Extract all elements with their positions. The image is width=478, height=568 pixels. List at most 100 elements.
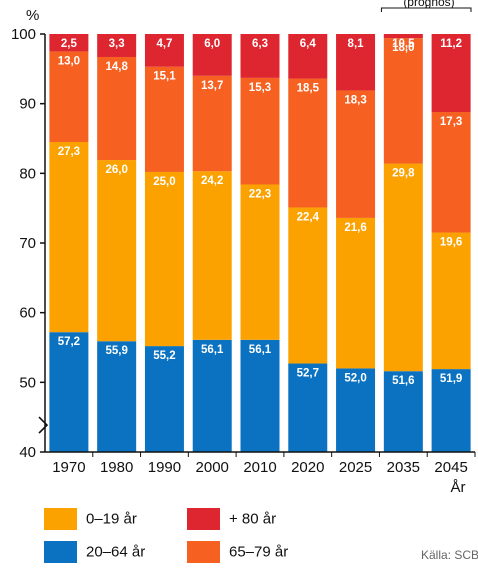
data-label-1990-0-19-r: 25,0 (153, 176, 175, 188)
bar-segment-2025-20-64-r (336, 368, 376, 452)
bar-segment-2010-65-79-r (240, 77, 280, 185)
projection-bracket (380, 5, 472, 12)
data-label-2010-80-r: 6,3 (252, 38, 268, 50)
data-label-2045-20-64-r: 51,9 (440, 373, 462, 385)
data-label-2025-0-19-r: 21,6 (344, 222, 366, 234)
projection-label: (prognos) (403, 0, 454, 9)
legend-swatch-65-79 (187, 541, 220, 563)
bar-segment-1970-0-19-r (49, 141, 89, 333)
bar-segment-1990-20-64-r (144, 346, 184, 452)
bar-segment-1990-0-19-r (144, 171, 184, 347)
x-tick-label-2000: 2000 (196, 459, 229, 476)
data-label-2010-20-64-r: 56,1 (249, 344, 272, 356)
x-tick-label-2045: 2045 (434, 459, 467, 476)
bar-segment-2000-65-79-r (192, 75, 232, 172)
bar-segment-1970-65-79-r (49, 51, 89, 142)
data-label-1970-80-r: 2,5 (61, 38, 78, 50)
bar-segment-1980-20-64-r (97, 341, 137, 452)
bar-segment-2045-65-79-r (431, 112, 471, 233)
data-label-2025-20-64-r: 52,0 (344, 372, 366, 384)
data-label-2035-80-r: 10,5 (392, 38, 415, 50)
legend-swatch-20-64 (44, 541, 77, 563)
bar-segment-2020-80-r (288, 34, 328, 79)
data-label-1970-20-64-r: 57,2 (58, 336, 80, 348)
source-note: Källa: SCB (421, 548, 478, 562)
data-label-1980-80-r: 3,3 (109, 38, 125, 50)
x-tick-label-2025: 2025 (339, 459, 372, 476)
axes-layer: 1970 1980 1990 2000 2010 2020 2025 2035 2045 40 50… (11, 5, 476, 476)
legend-item-65-79: 65–79 år (187, 541, 288, 563)
bar-segment-2045-20-64-r (431, 369, 471, 452)
legend-item-0-19: 0–19 år (44, 508, 137, 530)
y-tick-label-40: 40 (19, 444, 36, 461)
x-tick-label-2010: 2010 (243, 459, 276, 476)
data-label-2045-65-79-r: 17,3 (440, 116, 462, 128)
data-label-2000-65-79-r: 13,7 (201, 80, 223, 92)
data-label-1970-0-19-r: 27,3 (58, 146, 80, 158)
bar-segment-2010-80-r (240, 34, 280, 78)
data-label-1970-65-79-r: 13,0 (58, 55, 80, 67)
data-label-1980-20-64-r: 55,9 (105, 345, 127, 357)
data-label-2020-0-19-r: 22,4 (297, 211, 320, 223)
data-label-2020-65-79-r: 18,5 (297, 83, 320, 95)
x-tick-label-1970: 1970 (52, 459, 85, 476)
x-tick-label-1980: 1980 (100, 459, 133, 476)
data-label-2020-80-r: 6,4 (300, 38, 317, 50)
data-label-2025-65-79-r: 18,3 (344, 94, 366, 106)
bar-segment-2045-80-r (431, 34, 471, 113)
data-label-2035-0-19-r: 29,8 (392, 168, 415, 180)
data-label-2000-80-r: 6,0 (204, 38, 220, 50)
bar-segment-2045-0-19-r (431, 232, 471, 370)
bar-segment-1990-65-79-r (144, 66, 184, 172)
legend-swatch-80plus (187, 508, 220, 530)
y-tick-label-50: 50 (19, 374, 36, 391)
data-label-2035-65-79-r: 18,0 (392, 42, 414, 54)
data-label-1980-65-79-r: 14,8 (105, 61, 128, 73)
y-axis-unit-label: % (26, 7, 39, 24)
data-label-2020-20-64-r: 52,7 (297, 368, 319, 380)
bar-segment-2025-80-r (336, 34, 376, 91)
legend-label-65-79: 65–79 år (229, 543, 289, 561)
bar-segment-2000-80-r (192, 34, 232, 76)
data-label-1990-80-r: 4,7 (156, 38, 172, 50)
data-label-2045-80-r: 11,2 (440, 38, 462, 50)
y-tick-label-80: 80 (19, 165, 36, 182)
bar-segment-2025-0-19-r (336, 217, 376, 369)
data-label-2000-20-64-r: 56,1 (201, 344, 224, 356)
bars-layer (49, 34, 471, 452)
bar-segment-1980-65-79-r (97, 56, 137, 161)
bar-segment-2010-0-19-r (240, 184, 280, 340)
bar-segment-2025-65-79-r (336, 90, 376, 218)
data-label-2010-65-79-r: 15,3 (249, 82, 271, 94)
bar-segment-1980-80-r (97, 34, 137, 57)
legend-swatch-0-19 (44, 508, 77, 530)
bar-segment-1990-80-r (144, 34, 184, 67)
legend: 0–19 år + 80 år 20–64 år 65–79 år (44, 508, 344, 568)
y-tick-label-60: 60 (19, 305, 36, 322)
bar-segment-2035-65-79-r (383, 38, 423, 164)
bar-segment-2020-65-79-r (288, 78, 328, 208)
data-label-1990-20-64-r: 55,2 (153, 350, 175, 362)
data-label-1980-0-19-r: 26,0 (105, 164, 127, 176)
bar-segment-2035-20-64-r (383, 371, 423, 452)
data-labels-layer: 57,2 27,3 13,0 2,5 55,9 26,0 14,8 3,3 55,2 25,0 15… (58, 38, 463, 387)
stacked-bar-chart: 57,2 27,3 13,0 2,5 55,9 26,0 14,8 3,3 55,2 25,0 15… (11, 0, 476, 496)
bar-segment-2000-0-19-r (192, 171, 232, 340)
data-label-2045-0-19-r: 19,6 (440, 237, 462, 249)
data-label-2025-80-r: 8,1 (348, 38, 365, 50)
data-label-1990-65-79-r: 15,1 (153, 71, 176, 83)
bar-segment-2000-20-64-r (192, 339, 232, 452)
data-label-2000-0-19-r: 24,2 (201, 175, 223, 187)
legend-item-20-64: 20–64 år (44, 541, 145, 563)
legend-item-80plus: + 80 år (187, 508, 276, 530)
bar-segment-1980-0-19-r (97, 160, 137, 342)
x-axis-title: År (451, 479, 466, 496)
bar-segment-1970-80-r (49, 34, 89, 52)
bar-segment-2035-80-r (383, 34, 423, 39)
legend-label-80plus: + 80 år (229, 510, 277, 528)
y-tick-label-90: 90 (19, 96, 36, 113)
y-tick-label-70: 70 (19, 235, 36, 252)
x-tick-label-2020: 2020 (291, 459, 324, 476)
legend-label-20-64: 20–64 år (86, 543, 146, 561)
bar-segment-2020-0-19-r (288, 207, 328, 364)
